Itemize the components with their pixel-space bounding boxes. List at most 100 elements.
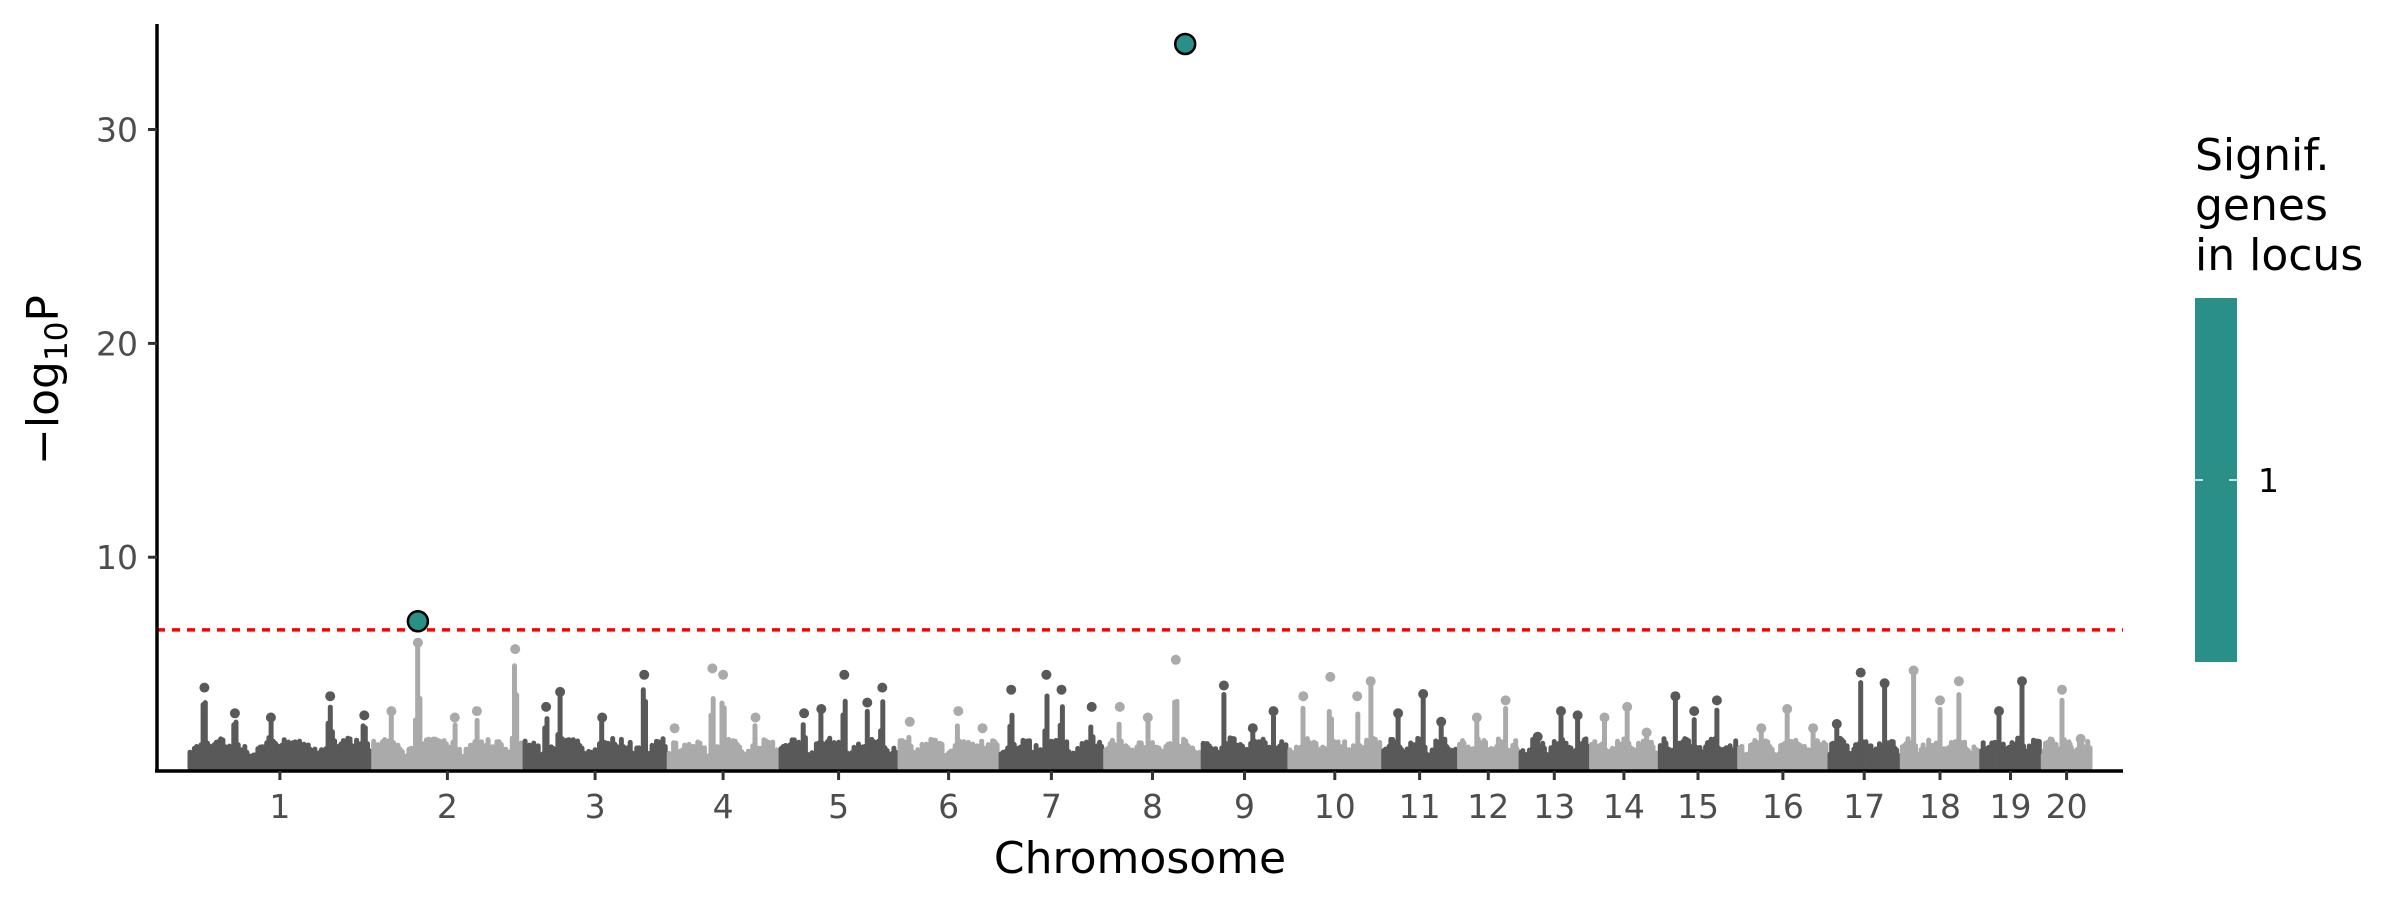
peak-point bbox=[839, 669, 850, 680]
peak-point bbox=[1006, 684, 1017, 695]
peak-point bbox=[904, 716, 915, 727]
x-tick-label: 16 bbox=[1762, 787, 1804, 826]
chromosome-10-points bbox=[1287, 671, 1383, 771]
peak-point bbox=[1041, 669, 1052, 680]
peak-point bbox=[2075, 733, 2086, 744]
x-tick-label: 3 bbox=[585, 787, 606, 826]
peak-point bbox=[1670, 691, 1681, 702]
peak-point bbox=[862, 697, 873, 708]
peak-point bbox=[1352, 691, 1363, 702]
peak-point bbox=[449, 712, 460, 723]
peak-point bbox=[541, 701, 552, 712]
x-tick-label: 5 bbox=[828, 787, 849, 826]
peak-point bbox=[1879, 678, 1890, 689]
x-tick-label: 10 bbox=[1314, 787, 1356, 826]
x-tick-label: 14 bbox=[1603, 787, 1645, 826]
chromosome-4-points bbox=[666, 663, 780, 771]
x-tick-label: 9 bbox=[1234, 787, 1255, 826]
peak-point bbox=[669, 723, 680, 734]
x-axis-title: Chromosome bbox=[994, 833, 1286, 884]
peak-point bbox=[1114, 701, 1125, 712]
legend: Signif. genes in locus 1 bbox=[2195, 130, 2363, 662]
peak-point bbox=[1393, 708, 1404, 719]
peak-point bbox=[1500, 695, 1511, 706]
peak-point bbox=[750, 712, 761, 723]
chromosome-15-points bbox=[1657, 691, 1739, 771]
peak-point bbox=[1142, 712, 1153, 723]
peak-point bbox=[1556, 706, 1566, 717]
y-tick-label: 10 bbox=[96, 538, 138, 577]
peak-point bbox=[1471, 712, 1482, 723]
peak-point bbox=[877, 682, 888, 693]
peak-point bbox=[1418, 689, 1429, 699]
peak-point bbox=[1170, 654, 1181, 665]
x-tick-label: 8 bbox=[1142, 787, 1163, 826]
peak-point bbox=[1325, 671, 1336, 682]
peak-point bbox=[1689, 706, 1700, 717]
y-tick-label: 30 bbox=[96, 111, 138, 150]
x-ticks: 1 2 3 4 5 6 7 8 9 10 11 12 13 14 15 16 17 18 19 20 bbox=[269, 771, 2088, 826]
points-layer bbox=[187, 637, 2093, 771]
legend-title-line-1: Signif. bbox=[2195, 130, 2329, 181]
chromosome-8-points bbox=[1103, 654, 1202, 771]
peak-point bbox=[718, 669, 729, 680]
chromosome-5-points bbox=[778, 669, 899, 771]
peak-point bbox=[359, 710, 370, 721]
x-tick-label: 11 bbox=[1399, 787, 1441, 826]
legend-title-line-3: in locus bbox=[2195, 230, 2363, 281]
peak-point bbox=[953, 706, 964, 717]
chromosome-13-points bbox=[1518, 706, 1591, 771]
peak-point bbox=[1908, 665, 1919, 676]
peak-point bbox=[1935, 695, 1945, 706]
peak-point bbox=[1298, 691, 1309, 702]
peak-point bbox=[1808, 723, 1819, 734]
x-tick-label: 2 bbox=[437, 787, 458, 826]
chromosome-16-points bbox=[1737, 704, 1829, 771]
y-axis-title-suffix: P bbox=[18, 295, 69, 322]
peak-point bbox=[1247, 723, 1258, 734]
peak-point bbox=[386, 706, 397, 717]
legend-label: 1 bbox=[2258, 461, 2279, 500]
x-tick-label: 7 bbox=[1041, 787, 1062, 826]
chromosome-11-points bbox=[1381, 689, 1459, 771]
peak-point bbox=[707, 663, 718, 674]
peak-point bbox=[1436, 716, 1447, 727]
peak-point bbox=[1953, 676, 1964, 687]
x-tick-label: 18 bbox=[1919, 787, 1961, 826]
chromosome-2-points bbox=[371, 637, 524, 771]
legend-title: Signif. genes in locus bbox=[2195, 130, 2363, 281]
y-axis-title-prefix: −log bbox=[18, 361, 69, 465]
peak-point bbox=[265, 712, 276, 723]
x-tick-label: 17 bbox=[1843, 787, 1885, 826]
peak-point bbox=[412, 637, 423, 648]
peak-point bbox=[816, 704, 827, 714]
peak-point bbox=[1782, 704, 1793, 714]
peak-point bbox=[325, 691, 336, 702]
peak-point bbox=[2057, 684, 2067, 695]
axes-layer bbox=[155, 24, 2123, 773]
y-axis-title: −log10P bbox=[18, 295, 75, 465]
chromosome-19-points bbox=[1979, 676, 2042, 771]
peak-point bbox=[597, 712, 608, 723]
y-ticks: 10 20 30 bbox=[96, 111, 157, 577]
chromosome-20-points bbox=[2040, 684, 2093, 771]
peak-point bbox=[1086, 701, 1097, 712]
peak-point bbox=[510, 644, 521, 655]
peak-point bbox=[471, 706, 482, 717]
chromosome-12-points bbox=[1457, 695, 1520, 771]
peak-point bbox=[555, 686, 566, 697]
peak-point bbox=[1831, 719, 1842, 729]
peak-point bbox=[199, 682, 210, 693]
peak-point bbox=[639, 669, 650, 680]
chromosome-7-points bbox=[998, 669, 1105, 771]
x-tick-label: 19 bbox=[1990, 787, 2032, 826]
peak-point bbox=[1532, 731, 1543, 742]
peak-point bbox=[1365, 676, 1376, 687]
chromosome-9-points bbox=[1200, 680, 1289, 771]
x-tick-label: 20 bbox=[2046, 787, 2088, 826]
peak-point bbox=[229, 708, 240, 719]
x-tick-label: 1 bbox=[269, 787, 290, 826]
peak-point bbox=[1711, 695, 1722, 706]
peak-point bbox=[1268, 706, 1279, 717]
